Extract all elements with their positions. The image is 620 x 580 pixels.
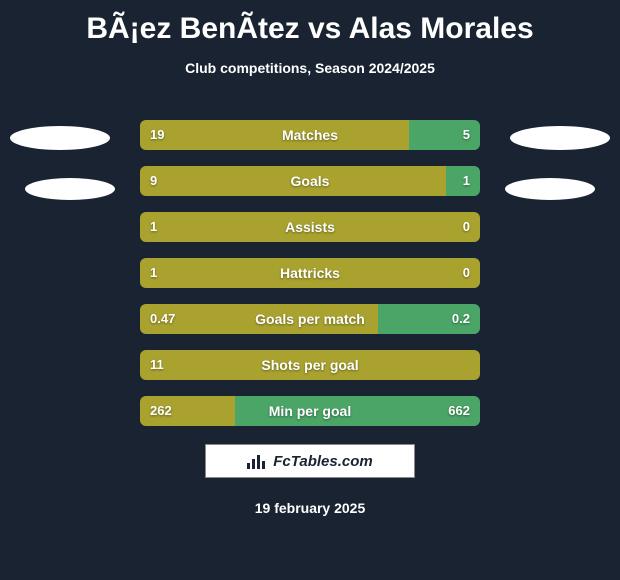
- player-left-badge-1: [10, 126, 110, 150]
- stat-row: 262 Min per goal 662: [140, 396, 480, 426]
- footer-date: 19 february 2025: [0, 500, 620, 516]
- stat-left-seg: [140, 258, 480, 288]
- stat-row: 1 Hattricks 0: [140, 258, 480, 288]
- comparison-bars: 19 Matches 5 9 Goals 1 1 Assists 0 1 Hat…: [140, 120, 480, 442]
- stat-row: 1 Assists 0: [140, 212, 480, 242]
- stat-left-seg: [140, 212, 480, 242]
- player-right-badge-2: [505, 178, 595, 200]
- subtitle: Club competitions, Season 2024/2025: [0, 60, 620, 76]
- footer-brand-box[interactable]: FcTables.com: [205, 444, 415, 478]
- player-right-badge-1: [510, 126, 610, 150]
- footer-brand-text: FcTables.com: [273, 453, 372, 470]
- player-left-badge-2: [25, 178, 115, 200]
- stat-row: 0.47 Goals per match 0.2: [140, 304, 480, 334]
- stat-left-seg: [140, 120, 409, 150]
- stat-left-seg: [140, 350, 480, 380]
- stat-row: 11 Shots per goal: [140, 350, 480, 380]
- stat-right-seg: [378, 304, 480, 334]
- stat-row: 9 Goals 1: [140, 166, 480, 196]
- stat-right-seg: [235, 396, 480, 426]
- stat-row: 19 Matches 5: [140, 120, 480, 150]
- chart-bars-icon: [247, 453, 267, 469]
- stat-left-seg: [140, 304, 378, 334]
- stat-right-seg: [446, 166, 480, 196]
- stat-right-seg: [409, 120, 480, 150]
- stat-left-seg: [140, 396, 235, 426]
- page-title: BÃ¡ez BenÃ­tez vs Alas Morales: [0, 0, 620, 46]
- stat-left-seg: [140, 166, 446, 196]
